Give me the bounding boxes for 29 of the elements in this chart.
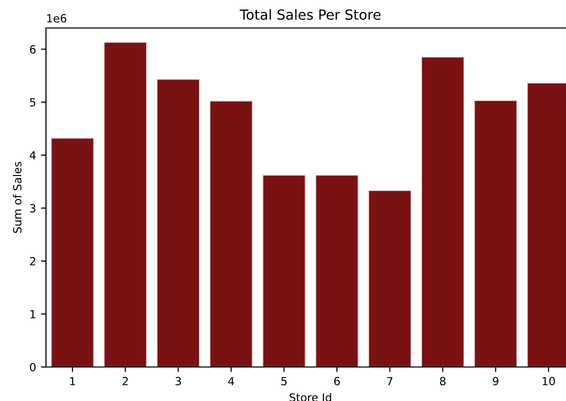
bar: [104, 42, 147, 367]
y-tick-label: 1: [30, 310, 36, 318]
x-tick-label: 9: [492, 376, 498, 386]
chart-title: Total Sales Per Store: [240, 9, 380, 20]
y-tick-label: 5: [30, 98, 36, 107]
x-tick-label: 10: [542, 376, 555, 386]
x-tick-label: 5: [281, 377, 287, 386]
x-tick-label: 7: [387, 377, 392, 386]
x-tick-label: 1: [70, 377, 75, 386]
text: 1e6: [47, 14, 66, 22]
bar: [421, 56, 464, 367]
x-tick-label: 8: [440, 376, 446, 386]
bar: [315, 174, 359, 367]
bar: [50, 138, 94, 367]
bar: [368, 190, 412, 367]
y-tick-label: 3: [30, 204, 36, 212]
x-tick-label: 6: [334, 376, 340, 386]
bar: [262, 174, 306, 367]
y-tick-label: 6: [30, 45, 36, 54]
bar: [474, 100, 518, 367]
bar: [156, 78, 200, 367]
y-tick-label: 0: [30, 362, 36, 372]
x-tick-label: 4: [228, 377, 234, 386]
bar: [210, 100, 253, 367]
y-tick-label: 4: [30, 151, 36, 160]
x-tick-label: 2: [122, 376, 128, 386]
x-tick-label: 3: [176, 376, 181, 386]
y-tick-label: 2: [30, 257, 36, 266]
y-axis-title: Sum of Sales: [12, 162, 22, 233]
